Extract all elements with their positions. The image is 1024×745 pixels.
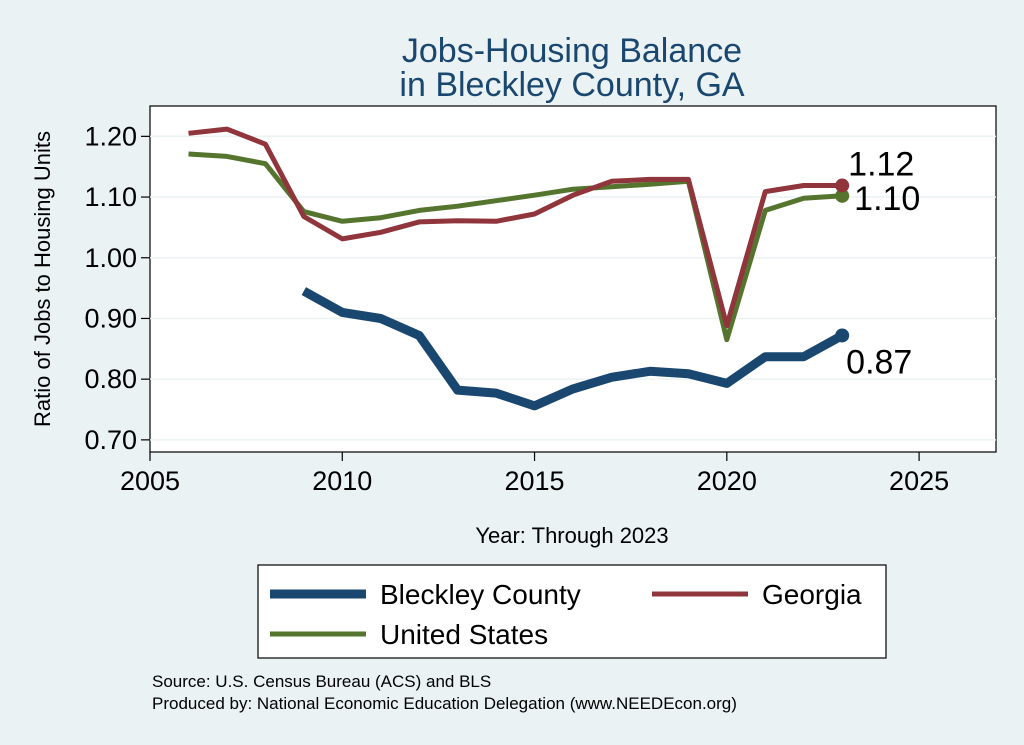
x-tick-label: 2025 xyxy=(889,466,949,496)
x-axis: 2005 2010 2015 2020 2025 xyxy=(120,452,949,496)
y-axis: 0.70 0.80 0.90 1.00 1.10 1.20 xyxy=(84,121,150,455)
legend-entries: Bleckley County Georgia United States xyxy=(270,579,862,650)
end-point-marker xyxy=(835,178,850,193)
y-tick-label: 1.10 xyxy=(84,182,137,212)
chart-title-line-2: in Bleckley County, GA xyxy=(399,66,745,104)
series-group xyxy=(188,126,850,411)
end-value-label: 1.12 xyxy=(848,146,914,184)
end-value-label: 0.87 xyxy=(846,343,912,381)
plot-area xyxy=(149,105,997,453)
legend-label: Bleckley County xyxy=(380,579,581,610)
x-tick-label: 2015 xyxy=(505,466,565,496)
legend-label: Georgia xyxy=(762,579,862,610)
source-line-1: Source: U.S. Census Bureau (ACS) and BLS xyxy=(152,672,491,691)
source-line-2: Produced by: National Economic Education… xyxy=(152,694,737,713)
end-point-marker xyxy=(835,328,850,343)
x-tick-label: 2020 xyxy=(697,466,757,496)
end-labels: 0.87 1.121.10 xyxy=(846,146,920,382)
chart-title-line-1: Jobs-Housing Balance xyxy=(402,32,742,70)
end-point-marker xyxy=(835,188,850,203)
legend-label: United States xyxy=(380,619,548,650)
series-line-bleckley-county xyxy=(301,287,845,411)
y-axis-title: Ratio of Jobs to Housing Units xyxy=(30,131,55,427)
y-tick-label: 0.80 xyxy=(84,364,137,394)
legend xyxy=(257,564,887,659)
x-axis-title: Year: Through 2023 xyxy=(475,523,668,548)
series-line-georgia xyxy=(188,126,843,329)
y-tick-label: 1.00 xyxy=(84,243,137,273)
end-value-label: 1.10 xyxy=(854,180,920,218)
y-tick-label: 1.20 xyxy=(84,121,137,151)
y-tick-label: 0.70 xyxy=(84,425,137,455)
y-tick-label: 0.90 xyxy=(84,303,137,333)
x-tick-label: 2010 xyxy=(312,466,372,496)
x-tick-label: 2005 xyxy=(120,466,180,496)
